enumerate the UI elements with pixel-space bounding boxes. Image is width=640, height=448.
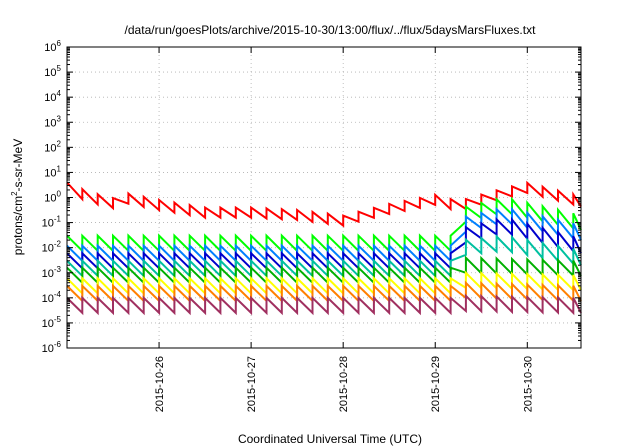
y-tick-exponent: 0 [57, 190, 62, 199]
y-tick-base: 10 [44, 167, 56, 179]
y-tick-base: 10 [42, 293, 54, 305]
y-tick-exponent: 6 [57, 39, 62, 48]
y-tick-label: 106 [44, 39, 61, 54]
y-tick-exponent: -5 [54, 315, 62, 324]
y-tick-base: 10 [42, 218, 54, 230]
y-tick-label: 103 [44, 114, 61, 129]
y-tick-exponent: -2 [54, 240, 62, 249]
y-tick-base: 10 [44, 193, 56, 205]
x-axis-label: Coordinated Universal Time (UTC) [238, 432, 422, 446]
y-tick-base: 10 [44, 92, 56, 104]
series-line [66, 293, 582, 316]
series-layer [66, 180, 582, 316]
y-tick-label: 10-4 [42, 290, 62, 305]
chart-title: /data/run/goesPlots/archive/2015-10-30/1… [125, 23, 537, 37]
y-axis-label-base: protons/cm [11, 196, 25, 255]
y-tick-base: 10 [42, 343, 54, 355]
y-tick-label: 10-1 [42, 215, 62, 230]
y-tick-label: 100 [44, 190, 61, 205]
y-tick-exponent: -3 [54, 265, 62, 274]
series-line [66, 180, 582, 228]
y-tick-base: 10 [42, 268, 54, 280]
y-tick-label: 102 [44, 139, 61, 154]
y-tick-exponent: 4 [57, 89, 62, 98]
y-tick-label: 10-2 [42, 240, 62, 255]
y-tick-exponent: -4 [54, 290, 62, 299]
y-tick-exponent: 3 [57, 114, 62, 123]
y-tick-exponent: -6 [54, 340, 62, 349]
y-tick-label: 104 [44, 89, 61, 104]
x-tick-label: 2015-10-30 [522, 356, 534, 412]
x-tick-label: 2015-10-29 [430, 356, 442, 412]
y-axis-label-rest: -s-sr-MeV [11, 139, 25, 192]
y-tick-label: 10-5 [42, 315, 62, 330]
y-tick-label: 105 [44, 64, 61, 79]
y-tick-exponent: -1 [54, 215, 62, 224]
y-tick-base: 10 [44, 67, 56, 79]
y-tick-base: 10 [42, 243, 54, 255]
y-tick-base: 10 [44, 42, 56, 54]
y-tick-label: 10-6 [42, 340, 62, 355]
y-tick-base: 10 [44, 117, 56, 129]
x-tick-label: 2015-10-27 [246, 356, 258, 412]
y-tick-exponent: 1 [57, 164, 62, 173]
y-tick-base: 10 [44, 142, 56, 154]
y-tick-base: 10 [42, 318, 54, 330]
y-tick-label: 10-3 [42, 265, 62, 280]
x-tick-label: 2015-10-28 [338, 356, 350, 412]
y-tick-label: 101 [44, 164, 61, 179]
y-axis-label: protons/cm2-s-sr-MeV [10, 139, 25, 255]
y-axis-label-sup: 2 [10, 191, 19, 196]
axes: 10-610-510-410-310-210-11001011021031041… [42, 39, 581, 412]
x-tick-label: 2015-10-26 [154, 356, 166, 412]
y-tick-exponent: 5 [57, 64, 62, 73]
y-tick-exponent: 2 [57, 139, 62, 148]
